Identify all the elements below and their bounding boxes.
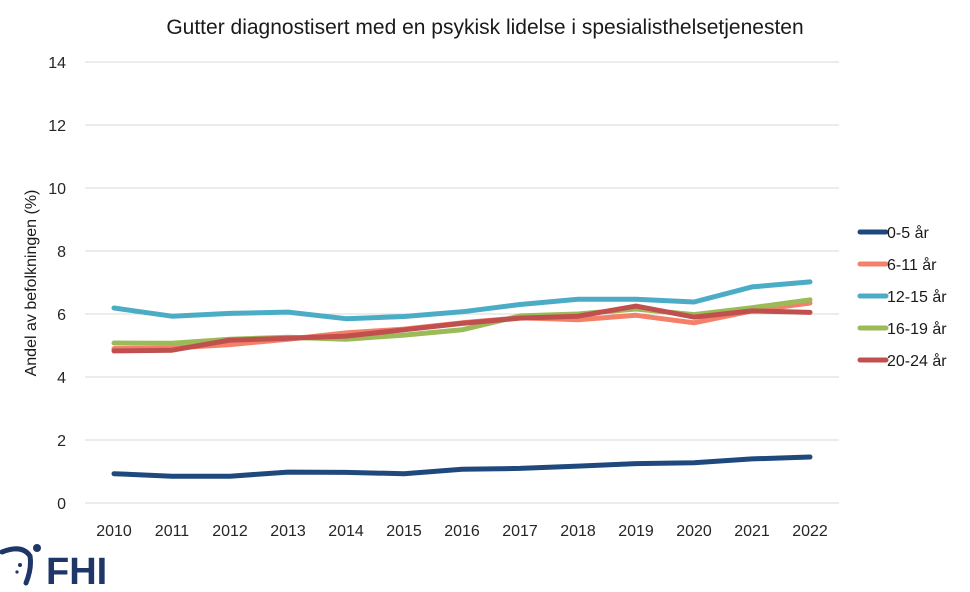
y-tick-label: 12 xyxy=(48,118,66,135)
fhi-logo-text: FHI xyxy=(46,551,107,592)
legend-label: 6-11 år xyxy=(887,256,937,274)
y-axis-label: Andel av befolkningen (%) xyxy=(23,190,40,377)
y-tick-label: 0 xyxy=(57,496,66,513)
legend-label: 16-19 år xyxy=(887,320,947,338)
y-tick-label: 2 xyxy=(57,433,66,450)
y-tick-label: 8 xyxy=(57,244,66,261)
legend-label: 12-15 år xyxy=(887,288,947,306)
x-tick-label: 2014 xyxy=(328,523,364,540)
y-tick-label: 6 xyxy=(57,307,66,324)
x-tick-label: 2013 xyxy=(270,523,306,540)
series-line-2 xyxy=(111,279,813,322)
legend-item: 12-15 år xyxy=(857,288,947,306)
legend-label: 0-5 år xyxy=(887,224,929,242)
gridlines xyxy=(85,61,839,504)
x-tick-label: 2022 xyxy=(792,523,828,540)
x-tick-label: 2020 xyxy=(676,523,712,540)
x-tick-label: 2018 xyxy=(560,523,596,540)
y-tick-label: 14 xyxy=(48,55,66,72)
y-tick-label: 10 xyxy=(48,181,66,198)
legend-item: 20-24 år xyxy=(857,352,947,370)
legend-item: 0-5 år xyxy=(857,224,929,242)
series-line-4 xyxy=(111,303,813,354)
legend-label: 20-24 år xyxy=(887,352,947,370)
legend-item: 6-11 år xyxy=(857,256,937,274)
fhi-logo-icon xyxy=(0,544,41,586)
x-tick-label: 2010 xyxy=(96,523,132,540)
x-tick-label: 2016 xyxy=(444,523,480,540)
x-tick-label: 2011 xyxy=(155,523,190,540)
x-tick-label: 2012 xyxy=(212,523,248,540)
y-tick-label: 4 xyxy=(57,370,66,387)
legend: 0-5 år 6-11 år 12-15 år 16-19 år 20-24 år xyxy=(857,224,947,370)
series-lines xyxy=(111,279,813,479)
chart-title: Gutter diagnostisert med en psykisk lide… xyxy=(166,16,803,39)
legend-item: 16-19 år xyxy=(857,320,947,338)
series-line-0 xyxy=(111,454,813,479)
x-tick-label: 2015 xyxy=(386,523,422,540)
y-axis-ticks: 0 2 4 6 8 10 12 14 xyxy=(48,55,66,513)
x-tick-label: 2019 xyxy=(618,523,654,540)
x-axis-ticks: 2010 2011 2012 2013 2014 2015 2016 2017 2018 2019… xyxy=(96,523,828,540)
fhi-logo: FHI xyxy=(0,544,107,592)
x-tick-label: 2017 xyxy=(502,523,538,540)
x-tick-label: 2021 xyxy=(734,523,770,540)
